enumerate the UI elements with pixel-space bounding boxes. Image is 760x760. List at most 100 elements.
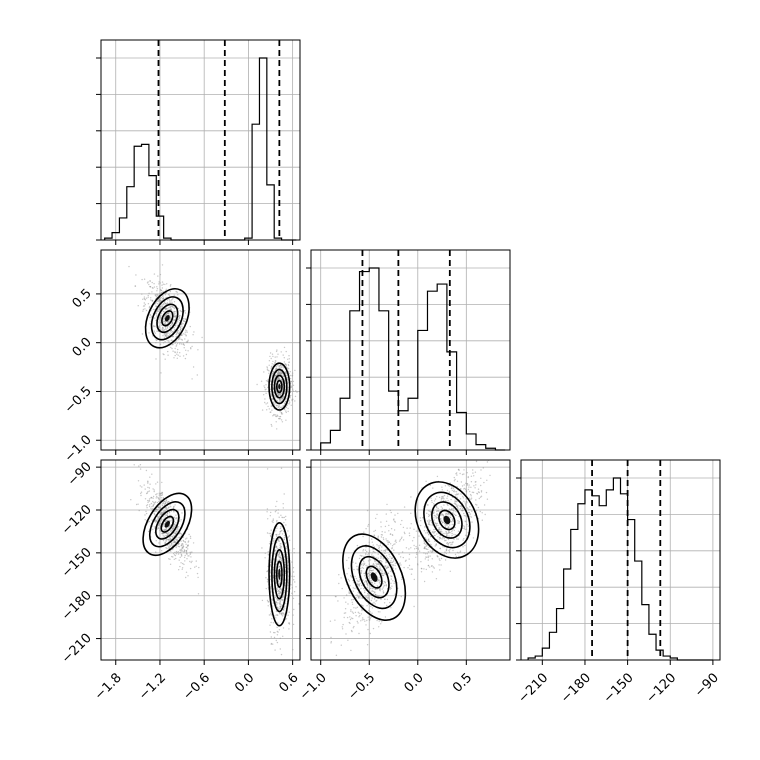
sample-point bbox=[388, 541, 390, 543]
sample-point bbox=[350, 649, 352, 652]
sample-point bbox=[154, 325, 156, 327]
sample-point bbox=[283, 556, 286, 558]
sample-point bbox=[438, 496, 441, 499]
sample-point bbox=[168, 512, 171, 514]
sample-point bbox=[276, 535, 278, 537]
sample-point bbox=[436, 522, 438, 525]
sample-point bbox=[441, 514, 443, 516]
sample-point bbox=[356, 565, 358, 568]
sample-point bbox=[458, 520, 460, 523]
sample-point bbox=[455, 555, 458, 558]
sample-point bbox=[182, 562, 184, 565]
sample-point bbox=[193, 331, 195, 333]
sample-point bbox=[379, 545, 381, 547]
sample-point bbox=[471, 521, 473, 523]
sample-point bbox=[175, 518, 177, 520]
sample-point bbox=[162, 533, 164, 535]
sample-point bbox=[362, 535, 364, 538]
sample-point bbox=[483, 504, 486, 506]
sample-point bbox=[429, 550, 431, 552]
sample-point bbox=[176, 340, 178, 342]
sample-point bbox=[368, 563, 370, 565]
sample-point bbox=[419, 517, 421, 519]
sample-point bbox=[279, 547, 281, 549]
sample-point bbox=[184, 310, 186, 312]
sample-point bbox=[148, 520, 150, 523]
sample-point bbox=[155, 305, 157, 308]
density-contour-level-0 bbox=[144, 288, 190, 349]
sample-point bbox=[454, 553, 457, 556]
density-contour-level-3 bbox=[438, 509, 456, 531]
sample-point bbox=[176, 351, 179, 353]
sample-point bbox=[370, 571, 372, 574]
sample-point bbox=[266, 508, 269, 510]
sample-point bbox=[185, 546, 187, 549]
sample-point bbox=[270, 643, 272, 645]
sample-point bbox=[155, 510, 158, 512]
sample-point bbox=[458, 552, 460, 554]
y-tick-label-p2: −210 bbox=[59, 631, 95, 667]
sample-point bbox=[378, 582, 381, 584]
sample-point bbox=[384, 582, 386, 584]
sample-point bbox=[379, 565, 381, 567]
sample-point bbox=[376, 594, 378, 597]
sample-point bbox=[268, 360, 271, 362]
sample-point bbox=[289, 377, 292, 380]
sample-point bbox=[177, 526, 180, 528]
sample-point bbox=[153, 513, 155, 515]
sample-point bbox=[380, 549, 383, 552]
sample-point bbox=[352, 627, 354, 629]
sample-point bbox=[172, 556, 174, 558]
sample-point bbox=[185, 349, 187, 351]
sample-point bbox=[271, 398, 273, 400]
sample-point bbox=[156, 493, 158, 495]
sample-point bbox=[162, 326, 164, 329]
sample-point bbox=[161, 493, 164, 495]
sample-point bbox=[165, 534, 167, 537]
sample-point bbox=[446, 489, 449, 492]
sample-point bbox=[434, 545, 436, 547]
sample-point bbox=[156, 501, 159, 504]
sample-point bbox=[155, 312, 157, 315]
histogram-panel-p0 bbox=[96, 39, 301, 245]
sample-point bbox=[408, 564, 411, 567]
sample-point bbox=[448, 551, 451, 553]
sample-point bbox=[287, 364, 290, 367]
sample-point bbox=[431, 571, 434, 573]
sample-point bbox=[149, 323, 151, 325]
sample-point bbox=[363, 563, 366, 566]
sample-point bbox=[475, 510, 478, 512]
sample-point bbox=[163, 504, 166, 506]
sample-point bbox=[156, 288, 159, 290]
sample-point bbox=[156, 290, 158, 292]
sample-point bbox=[367, 595, 369, 597]
sample-point bbox=[134, 285, 136, 287]
sample-point bbox=[463, 500, 465, 502]
y-tick-label-p1: 0.5 bbox=[70, 286, 95, 311]
sample-point bbox=[275, 545, 277, 548]
sample-point bbox=[185, 334, 187, 336]
sample-point bbox=[263, 394, 265, 396]
sample-point bbox=[145, 309, 148, 312]
sample-point bbox=[373, 530, 375, 533]
sample-point bbox=[395, 568, 397, 570]
sample-point bbox=[161, 305, 163, 307]
sample-point bbox=[391, 557, 393, 560]
sample-point bbox=[166, 326, 169, 328]
sample-point bbox=[169, 301, 171, 304]
sample-point bbox=[384, 584, 386, 587]
sample-point bbox=[370, 585, 372, 588]
sample-point bbox=[474, 514, 476, 517]
sample-point bbox=[179, 329, 182, 331]
sample-point bbox=[185, 571, 188, 573]
sample-point bbox=[365, 553, 367, 556]
sample-point bbox=[276, 588, 279, 590]
sample-point bbox=[383, 552, 386, 554]
sample-point bbox=[152, 308, 155, 311]
sample-point bbox=[149, 504, 151, 506]
sample-point bbox=[394, 562, 396, 564]
sample-point bbox=[400, 537, 403, 540]
sample-point bbox=[383, 585, 385, 587]
sample-point bbox=[358, 580, 360, 582]
sample-point bbox=[266, 511, 268, 513]
